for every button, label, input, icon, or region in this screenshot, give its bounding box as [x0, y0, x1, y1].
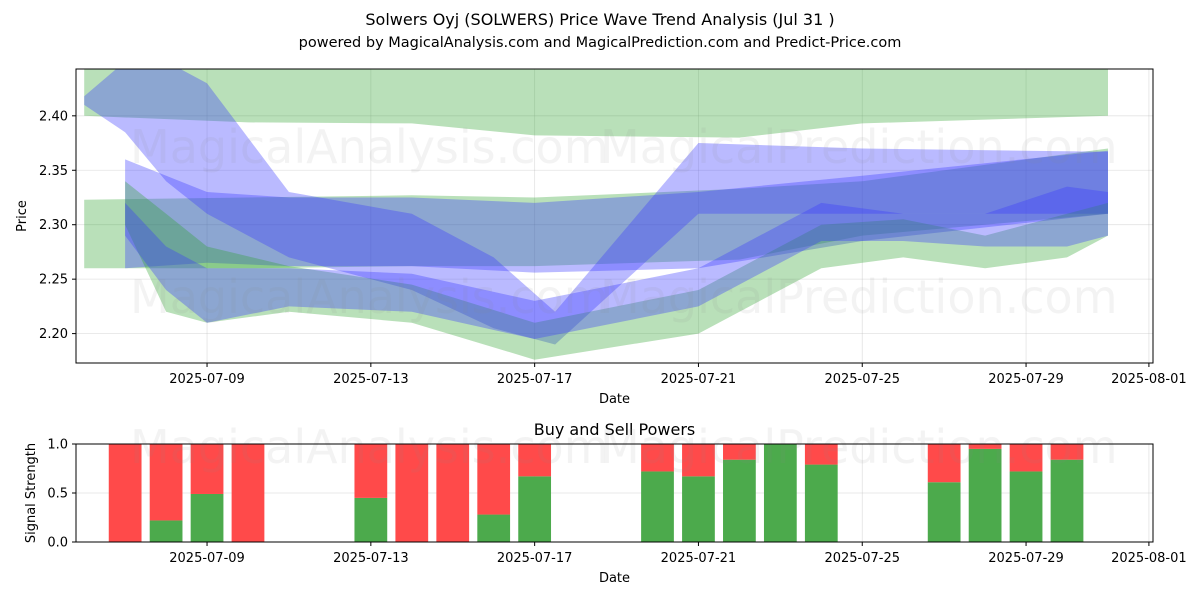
y-axis-label: Price	[15, 200, 30, 232]
sell-bar	[231, 444, 265, 542]
sell-bar	[477, 444, 511, 515]
trend-band-0	[84, 69, 1108, 138]
trend-band-5	[125, 186, 1109, 339]
buy-bar	[804, 464, 838, 542]
chart-title: Solwers Oyj (SOLWERS) Price Wave Trend A…	[365, 10, 834, 29]
trend-band-4	[125, 181, 1109, 360]
watermark-text: MagicalPrediction.com	[600, 420, 1118, 474]
watermark-text: MagicalAnalysis.com	[130, 120, 609, 174]
x-tick-label: 2025-07-09	[169, 372, 245, 387]
buy-bar	[477, 514, 511, 542]
x-tick-label: 2025-07-25	[824, 551, 900, 566]
sell-bar	[682, 444, 715, 477]
buy-bar	[723, 459, 756, 542]
x-axis-label: Date	[599, 392, 630, 407]
buy-bar	[149, 520, 183, 542]
x-tick-label: 2025-07-13	[333, 372, 409, 387]
sell-bar	[1050, 444, 1084, 460]
sell-bar	[354, 444, 388, 498]
signal-chart: Buy and Sell PowersMagicalAnalysis.comMa…	[24, 420, 1187, 586]
y-tick-label: 2.20	[39, 327, 68, 342]
watermark-text: MagicalAnalysis.com	[130, 270, 609, 324]
x-tick-label: 2025-07-09	[169, 551, 245, 566]
buy-bar	[968, 448, 1002, 542]
x-axis-label: Date	[599, 571, 630, 586]
x-tick-label: 2025-08-01	[1111, 372, 1187, 387]
x-tick-label: 2025-07-25	[824, 372, 900, 387]
sell-bar	[968, 444, 1002, 449]
buy-bar	[641, 471, 674, 542]
sell-bar	[108, 444, 142, 542]
y-axis-label: Signal Strength	[24, 443, 39, 543]
x-tick-label: 2025-07-21	[661, 551, 737, 566]
sell-bar	[641, 444, 674, 472]
signal-chart-title: Buy and Sell Powers	[534, 420, 696, 439]
sell-bar	[190, 444, 224, 494]
y-tick-label: 0.5	[47, 487, 68, 502]
buy-bar	[763, 444, 797, 542]
x-tick-label: 2025-07-17	[497, 551, 573, 566]
watermark-text: MagicalPrediction.com	[600, 120, 1118, 174]
trend-band-2	[84, 69, 1108, 345]
buy-bar	[1050, 459, 1084, 542]
buy-bar	[927, 482, 961, 542]
x-tick-label: 2025-07-21	[661, 372, 737, 387]
buy-bar	[518, 476, 552, 542]
y-tick-label: 2.30	[39, 218, 68, 233]
trend-band-1	[84, 148, 1108, 269]
watermark-text: MagicalAnalysis.com	[130, 420, 609, 474]
sell-bar	[149, 444, 183, 521]
x-tick-label: 2025-07-13	[333, 551, 409, 566]
sell-bar	[436, 444, 470, 542]
sell-bar	[518, 444, 552, 477]
y-tick-label: 2.40	[39, 109, 68, 124]
y-tick-label: 0.0	[47, 536, 68, 551]
buy-bar	[354, 497, 388, 542]
y-tick-label: 1.0	[47, 438, 68, 453]
sell-bar	[804, 444, 838, 465]
x-tick-label: 2025-08-01	[1111, 551, 1187, 566]
buy-bar	[682, 476, 715, 542]
buy-bar	[190, 493, 224, 542]
sell-bar	[1009, 444, 1043, 472]
sell-bar	[395, 444, 429, 542]
sell-bar	[723, 444, 756, 460]
y-tick-label: 2.35	[39, 164, 68, 179]
x-tick-label: 2025-07-29	[988, 372, 1064, 387]
x-tick-label: 2025-07-17	[497, 372, 573, 387]
y-tick-label: 2.25	[39, 273, 68, 288]
buy-bar	[1009, 471, 1043, 542]
plot-frame	[75, 68, 1154, 364]
watermark-text: MagicalPrediction.com	[600, 270, 1118, 324]
chart-subtitle: powered by MagicalAnalysis.com and Magic…	[299, 35, 902, 51]
x-tick-label: 2025-07-29	[988, 551, 1064, 566]
price-chart: MagicalAnalysis.comMagicalPrediction.com…	[15, 68, 1187, 407]
sell-bar	[927, 444, 961, 483]
trend-band-3	[125, 150, 1109, 273]
